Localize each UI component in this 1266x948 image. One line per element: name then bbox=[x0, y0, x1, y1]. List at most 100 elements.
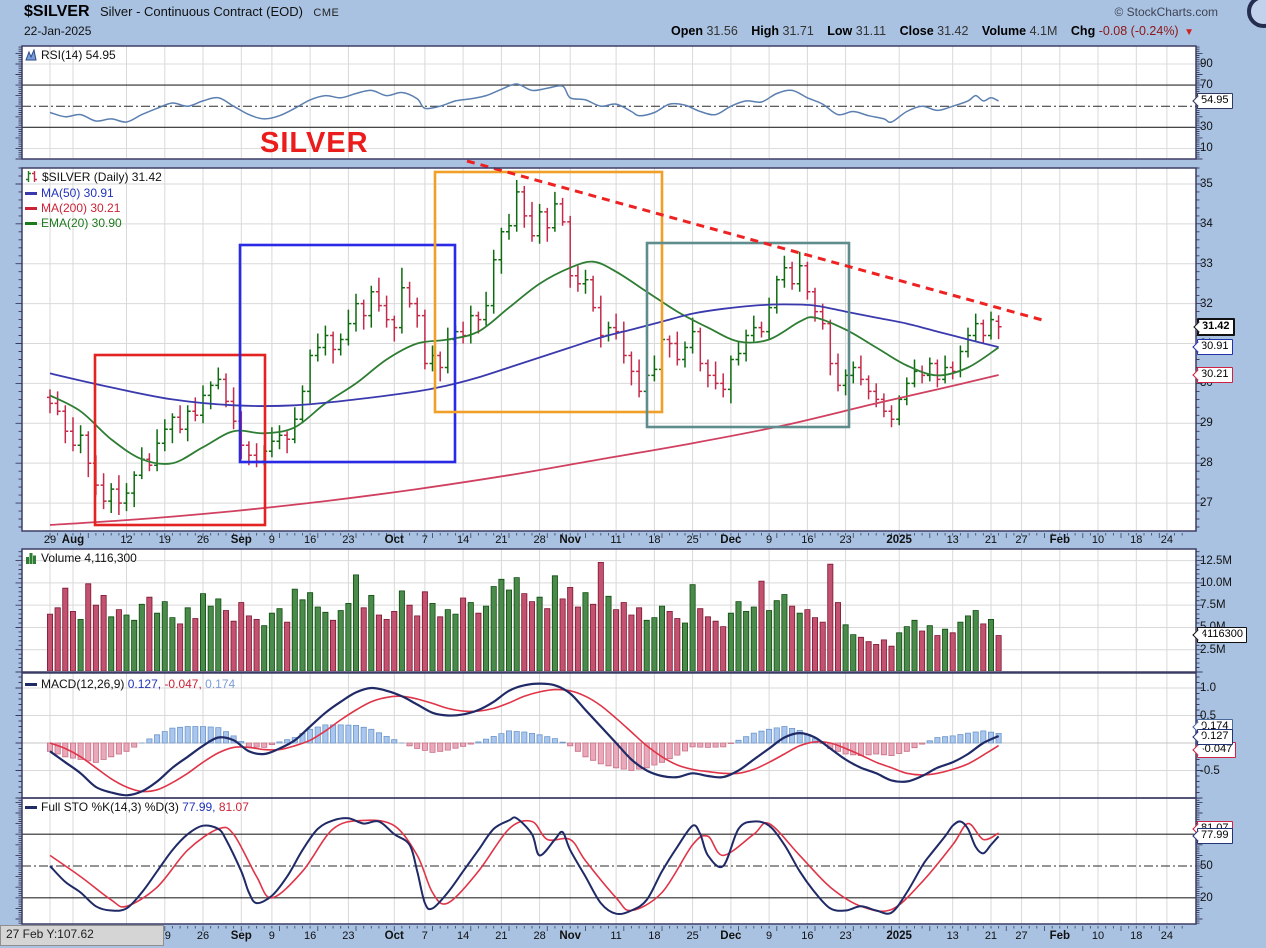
volume-legend: Volume 4,116,300 bbox=[25, 551, 137, 568]
x-axis-tick-label: 12 bbox=[120, 534, 133, 546]
y-axis-label: 32 bbox=[1200, 297, 1213, 310]
x-axis-tick-label: 13 bbox=[946, 534, 959, 546]
x-axis-tick-label: 2025 bbox=[886, 534, 912, 546]
price-legend-title: $SILVER (Daily) 31.42 bbox=[25, 170, 162, 187]
macd-legend-label: MACD(12,26,9) bbox=[41, 677, 125, 691]
ma50-swatch-icon bbox=[25, 192, 37, 195]
macd-legend: MACD(12,26,9) 0.127, -0.047, 0.174 bbox=[25, 677, 235, 692]
low-label: Low bbox=[827, 24, 853, 38]
ma200-legend-label: MA(200) 30.21 bbox=[41, 201, 121, 215]
x-axis-tick-label: 13 bbox=[946, 929, 959, 942]
ma200-legend: MA(200) 30.21 bbox=[25, 201, 120, 216]
x-axis-tick-label: 16 bbox=[303, 929, 317, 942]
stockcharts-widget-icon[interactable] bbox=[1247, 0, 1266, 28]
rsi-indicator-icon bbox=[25, 48, 37, 65]
chg-down-icon: ▼ bbox=[1184, 27, 1194, 38]
x-axis-tick-label: 7 bbox=[421, 929, 428, 942]
x-axis-tick-label: 26 bbox=[196, 534, 210, 546]
x-axis-tick-label: 14 bbox=[456, 929, 470, 942]
close-price-callout: 31.42 bbox=[1197, 318, 1235, 336]
y-axis-label: 7.5M bbox=[1200, 599, 1226, 612]
x-axis-tick-label: 16 bbox=[801, 929, 814, 942]
x-axis-tick-label: 25 bbox=[686, 929, 699, 942]
sto-swatch-icon bbox=[25, 806, 37, 809]
x-axis-tick-label: Nov bbox=[559, 534, 582, 546]
y-axis-label: 27 bbox=[1200, 497, 1213, 510]
rsi-legend: RSI(14) 54.95 bbox=[25, 48, 116, 65]
x-axis-tick-label: 24 bbox=[1160, 929, 1174, 942]
x-axis-tick-label: 27 bbox=[1015, 534, 1028, 546]
ma50-legend: MA(50) 30.91 bbox=[25, 186, 114, 201]
x-axis-tick-label: Feb bbox=[1049, 929, 1071, 942]
stockcharts-credit: © StockCharts.com bbox=[1114, 5, 1218, 19]
y-axis-label: 20 bbox=[1200, 891, 1213, 904]
volume-legend-label: Volume 4,116,300 bbox=[41, 551, 137, 565]
macd-swatch-icon bbox=[25, 683, 37, 686]
close-value: 31.42 bbox=[937, 24, 969, 38]
x-axis-tick-label: 10 bbox=[1091, 929, 1105, 942]
ema20-legend: EMA(20) 30.90 bbox=[25, 216, 122, 231]
x-axis-tick-label: Aug bbox=[61, 534, 85, 546]
volume-indicator-icon bbox=[25, 552, 37, 568]
x-axis-tick-label: 27 bbox=[1015, 929, 1028, 942]
x-axis-tick-label: Sep bbox=[230, 929, 252, 942]
x-axis-tick-label: 28 bbox=[533, 929, 546, 942]
x-axis-tick-label: 21 bbox=[984, 534, 998, 546]
volume-label: Volume bbox=[981, 24, 1027, 38]
y-axis-label: 12.5M bbox=[1200, 554, 1232, 567]
x-axis-tick-label: 2025 bbox=[886, 929, 912, 942]
x-axis-tick-label: 16 bbox=[801, 534, 814, 546]
exchange: CME bbox=[313, 7, 340, 19]
macd-signal-callout: -0.047 bbox=[1197, 742, 1237, 758]
x-axis-tick-label: Nov bbox=[559, 929, 582, 942]
volume-callout: 4116300 bbox=[1197, 627, 1248, 643]
chg-label: Chg bbox=[1070, 24, 1096, 38]
sto-k-callout: 77.99 bbox=[1197, 828, 1233, 844]
macd-line-callout: 0.127 bbox=[1197, 729, 1233, 745]
crosshair-readout: 27 Feb Y:107.62 bbox=[0, 925, 164, 946]
volume-value: 4.1M bbox=[1029, 24, 1058, 38]
x-axis-tick-label: 14 bbox=[456, 534, 470, 546]
x-axis-tick-label: 7 bbox=[421, 534, 428, 546]
rsi-legend-label: RSI(14) 54.95 bbox=[41, 48, 116, 62]
x-axis-tick-label: Sep bbox=[230, 534, 252, 546]
x-axis-tick-label: 11 bbox=[610, 929, 622, 942]
x-axis-tick-label: Dec bbox=[720, 929, 742, 942]
y-axis-label: 50 bbox=[1200, 860, 1213, 872]
close-label: Close bbox=[899, 24, 934, 38]
x-axis-tick-label: 29 bbox=[43, 534, 57, 546]
low-value: 31.11 bbox=[855, 24, 887, 38]
x-axis-tick-label: Oct bbox=[384, 929, 404, 942]
x-axis-tick-label: 9 bbox=[766, 534, 773, 546]
rsi-callout: 54.95 bbox=[1197, 93, 1233, 109]
macd-value-signal: -0.047, bbox=[164, 677, 202, 691]
x-axis-tick-label: 28 bbox=[533, 534, 546, 546]
ema20-legend-label: EMA(20) 30.90 bbox=[41, 216, 122, 230]
ema20-swatch-icon bbox=[25, 222, 37, 225]
y-axis-label: 29 bbox=[1200, 417, 1213, 430]
silver-annotation: SILVER bbox=[260, 127, 369, 159]
x-axis-tick-label: 18 bbox=[648, 534, 661, 546]
x-axis-tick-label: 11 bbox=[610, 534, 622, 546]
x-axis-tick-label: 18 bbox=[1130, 534, 1143, 546]
chg-value: -0.08 (-0.24%) bbox=[1098, 24, 1179, 38]
ma50-callout: 30.91 bbox=[1197, 339, 1233, 355]
x-axis-tick-label: 21 bbox=[495, 534, 508, 546]
price-legend-label: $SILVER (Daily) 31.42 bbox=[42, 170, 162, 184]
y-axis-label: 70 bbox=[1200, 79, 1213, 92]
header: $SILVER Silver - Continuous Contract (EO… bbox=[24, 3, 339, 21]
y-axis-label: 35 bbox=[1200, 177, 1213, 190]
high-value: 31.71 bbox=[782, 24, 814, 38]
x-axis-tick-label: 26 bbox=[196, 929, 210, 942]
candles-icon bbox=[25, 170, 38, 187]
y-axis-label: 1.0 bbox=[1200, 682, 1216, 694]
ma50-legend-label: MA(50) 30.91 bbox=[41, 186, 114, 200]
x-axis-tick-label: Feb bbox=[1049, 534, 1071, 546]
sto-legend: Full STO %K(14,3) %D(3) 77.99, 81.07 bbox=[25, 800, 249, 815]
y-axis-label: 30 bbox=[1200, 121, 1213, 134]
sto-value-k: 77.99, bbox=[182, 800, 216, 814]
x-axis-tick-label: 9 bbox=[766, 929, 773, 942]
y-axis-label: 10.0M bbox=[1200, 576, 1232, 589]
